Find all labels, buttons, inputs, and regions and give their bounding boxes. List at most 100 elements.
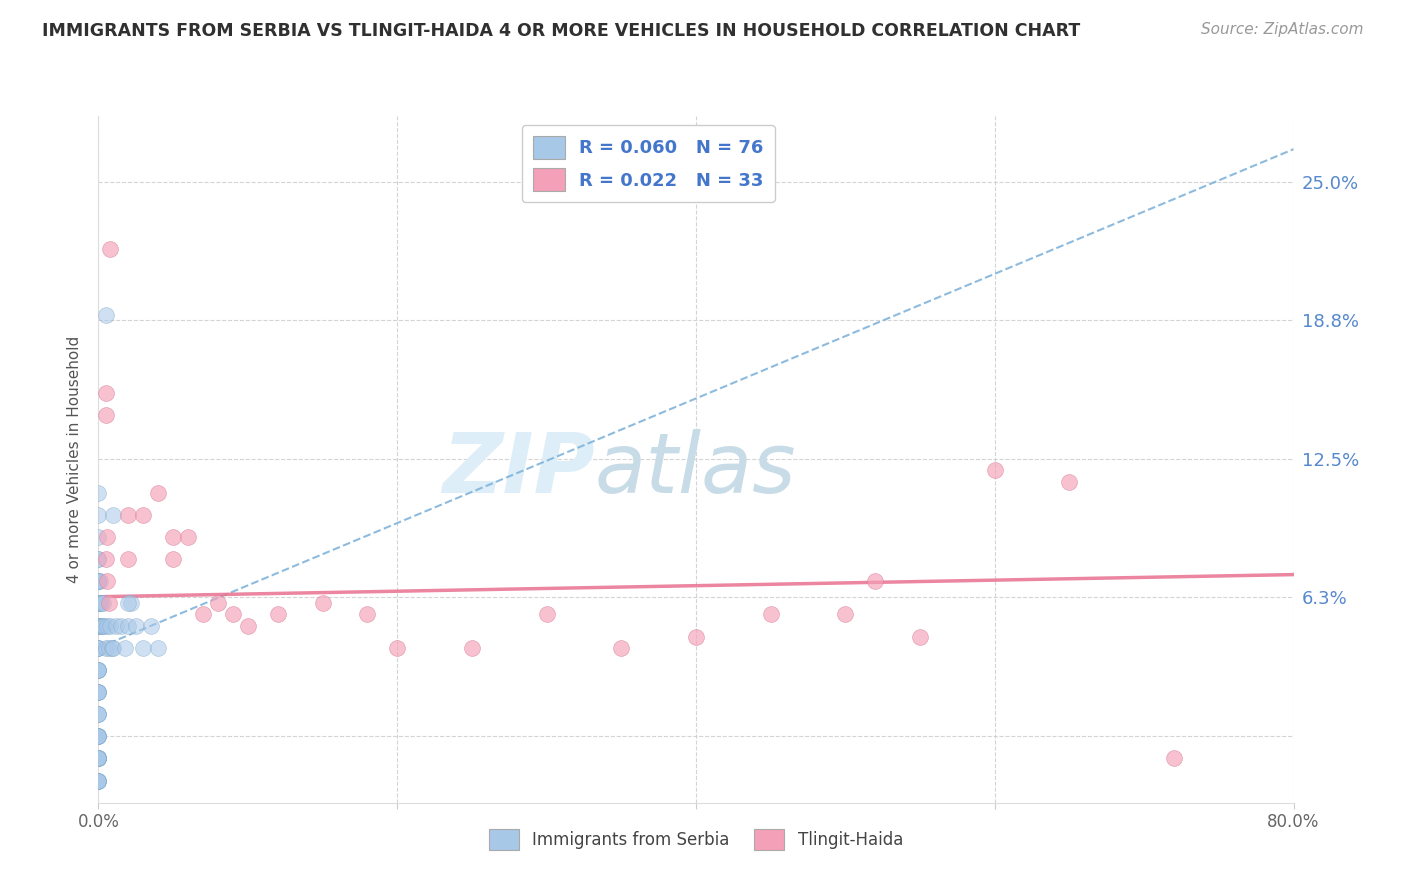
Point: [87, 640, 110, 655]
Point: [93, 618, 115, 632]
Point: [162, 552, 184, 566]
Point: [87, 685, 110, 699]
Point: [87, 640, 110, 655]
Point: [98, 618, 122, 632]
Point: [87, 729, 110, 743]
Text: ZIP: ZIP: [441, 429, 595, 510]
Point: [87, 773, 110, 788]
Point: [120, 596, 142, 610]
Text: Source: ZipAtlas.com: Source: ZipAtlas.com: [1201, 22, 1364, 37]
Point: [89, 596, 111, 610]
Point: [1059, 475, 1081, 489]
Point: [87, 530, 110, 544]
Point: [87, 596, 110, 610]
Point: [87, 552, 110, 566]
Point: [98, 242, 122, 256]
Point: [87, 508, 110, 522]
Point: [908, 630, 931, 644]
Point: [87, 663, 110, 677]
Point: [87, 751, 110, 765]
Point: [311, 596, 333, 610]
Point: [89, 618, 111, 632]
Point: [87, 574, 110, 589]
Point: [94, 309, 117, 323]
Point: [461, 640, 484, 655]
Point: [105, 618, 128, 632]
Text: atlas: atlas: [595, 429, 796, 510]
Point: [536, 607, 558, 622]
Point: [117, 618, 139, 632]
Point: [87, 618, 110, 632]
Point: [685, 630, 707, 644]
Point: [91, 596, 114, 610]
Point: [94, 552, 117, 566]
Point: [90, 596, 112, 610]
Point: [94, 640, 117, 655]
Point: [148, 485, 170, 500]
Point: [110, 618, 132, 632]
Point: [87, 751, 110, 765]
Point: [177, 530, 200, 544]
Point: [207, 596, 229, 610]
Point: [385, 640, 409, 655]
Point: [267, 607, 290, 622]
Point: [97, 596, 120, 610]
Point: [87, 729, 110, 743]
Point: [87, 751, 110, 765]
Point: [87, 663, 110, 677]
Point: [87, 485, 110, 500]
Point: [87, 618, 110, 632]
Point: [103, 508, 125, 522]
Point: [87, 707, 110, 722]
Text: IMMIGRANTS FROM SERBIA VS TLINGIT-HAIDA 4 OR MORE VEHICLES IN HOUSEHOLD CORRELAT: IMMIGRANTS FROM SERBIA VS TLINGIT-HAIDA …: [42, 22, 1080, 40]
Point: [87, 574, 110, 589]
Point: [101, 640, 124, 655]
Point: [87, 751, 110, 765]
Point: [87, 773, 110, 788]
Point: [87, 596, 110, 610]
Point: [610, 640, 633, 655]
Point: [87, 773, 110, 788]
Point: [191, 607, 214, 622]
Point: [91, 618, 114, 632]
Point: [87, 640, 110, 655]
Point: [87, 751, 110, 765]
Point: [94, 408, 117, 422]
Point: [87, 751, 110, 765]
Point: [97, 640, 120, 655]
Point: [87, 707, 110, 722]
Point: [87, 707, 110, 722]
Point: [114, 640, 136, 655]
Point: [834, 607, 856, 622]
Legend: Immigrants from Serbia, Tlingit-Haida: Immigrants from Serbia, Tlingit-Haida: [482, 822, 910, 856]
Point: [94, 385, 117, 400]
Point: [139, 618, 162, 632]
Point: [865, 574, 887, 589]
Point: [89, 574, 111, 589]
Point: [117, 552, 139, 566]
Point: [87, 596, 110, 610]
Point: [1163, 751, 1185, 765]
Point: [87, 773, 110, 788]
Point: [125, 618, 148, 632]
Point: [87, 663, 110, 677]
Point: [96, 530, 118, 544]
Point: [984, 463, 1007, 477]
Point: [162, 530, 184, 544]
Point: [90, 618, 112, 632]
Point: [87, 574, 110, 589]
Point: [87, 729, 110, 743]
Point: [87, 685, 110, 699]
Point: [236, 618, 259, 632]
Point: [87, 618, 110, 632]
Point: [87, 751, 110, 765]
Point: [356, 607, 378, 622]
Point: [87, 729, 110, 743]
Point: [96, 618, 118, 632]
Point: [148, 640, 170, 655]
Point: [759, 607, 782, 622]
Point: [87, 685, 110, 699]
Point: [87, 663, 110, 677]
Point: [222, 607, 245, 622]
Point: [87, 618, 110, 632]
